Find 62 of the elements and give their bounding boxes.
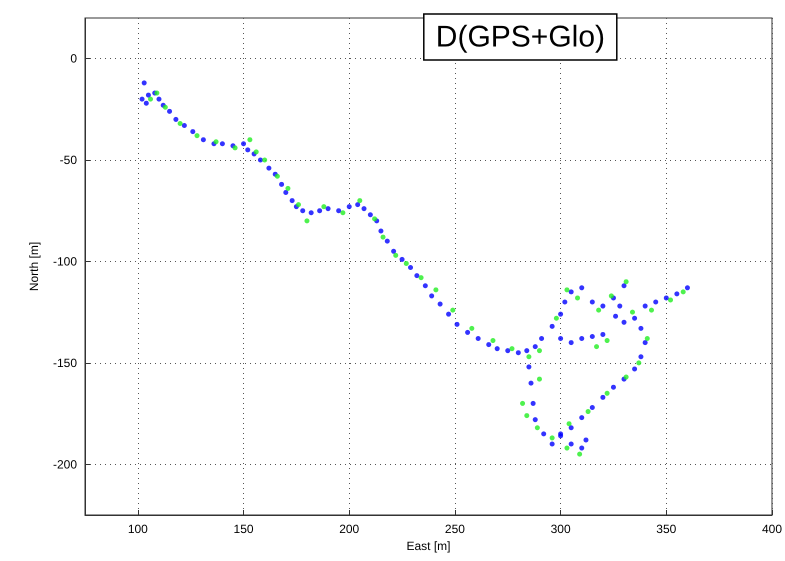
point [586,409,591,414]
point [594,344,600,350]
point [604,390,610,396]
point [534,425,540,430]
point [321,204,326,210]
point [380,234,386,240]
x-tick-label: 300 [550,522,571,536]
point [624,279,629,284]
y-tick-label: -50 [60,153,78,167]
x-tick-label: 400 [762,522,782,536]
point [526,354,532,360]
point [178,120,183,126]
point [644,336,650,342]
point [404,260,409,266]
point [285,186,290,191]
point [509,346,514,352]
point [577,452,582,457]
point [393,252,398,258]
point [536,376,542,382]
point [304,218,310,224]
point [450,308,456,313]
point [296,202,301,208]
chart-title: D(GPS+Glo) [436,20,606,54]
point [194,133,200,138]
x-tick-label: 200 [339,522,360,536]
y-tick-label: -100 [52,254,78,268]
point [680,289,686,294]
x-tick-label: 250 [444,522,466,536]
point [668,297,674,302]
point [520,400,526,406]
point [469,326,474,331]
point [554,316,559,321]
x-tick-label: 350 [656,522,677,536]
point [148,96,154,102]
point [433,287,438,292]
x-tick-label: 100 [128,522,148,536]
x-tick-label: 150 [234,522,254,536]
point [418,275,424,280]
point [649,308,654,313]
point [490,338,496,344]
y-tick-label: -200 [52,457,78,472]
point [566,421,572,426]
y-tick-label: 0 [70,52,78,66]
point [247,137,252,142]
point [357,198,362,204]
point [575,295,580,300]
y-axis-title: North [m] [27,242,41,292]
point [524,413,530,418]
point [550,435,555,440]
point [604,338,610,344]
point [596,308,602,313]
y-tick-label: -150 [52,356,78,370]
point [232,145,238,150]
point [636,360,642,366]
point [630,310,635,315]
point [564,287,570,292]
point [536,348,542,354]
point [262,158,268,162]
point [214,139,219,144]
point [564,446,570,451]
x-axis-title: East [m] [406,538,450,553]
point [340,210,346,216]
